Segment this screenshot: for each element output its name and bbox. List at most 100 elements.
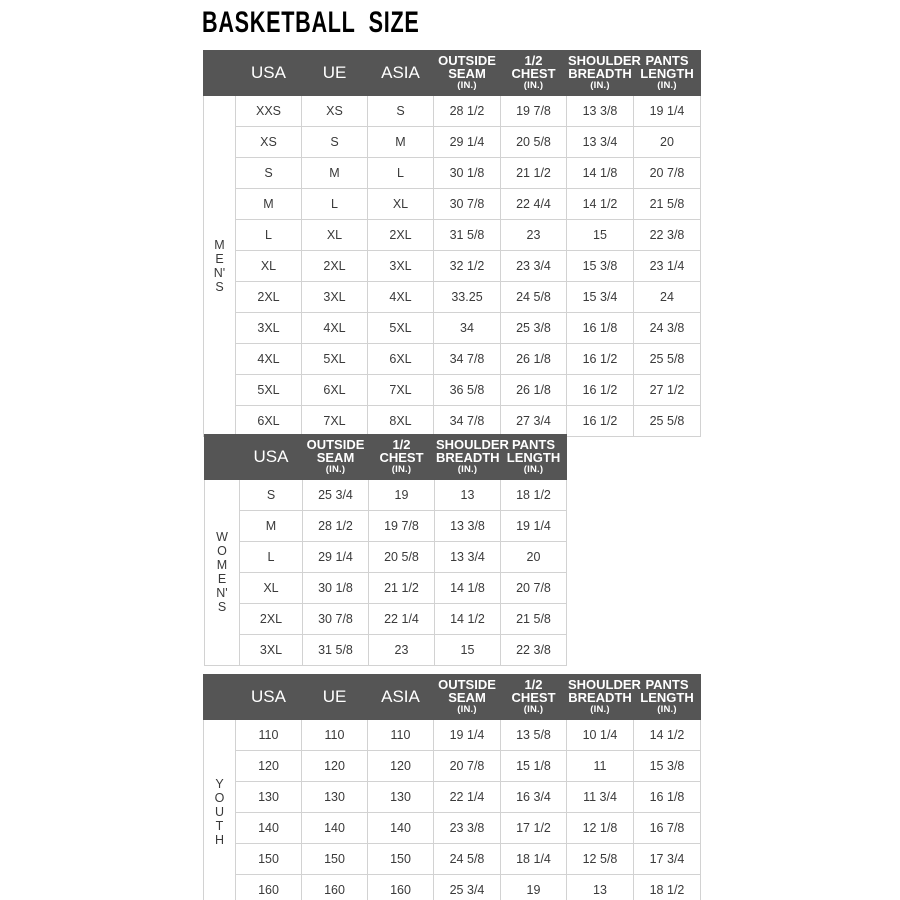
cell-mens-r1-c4: 20 5/8: [500, 125, 567, 158]
youth-col-header-unit-5: (IN.): [590, 704, 610, 715]
cell-youth-r3-c3: 23 3/8: [433, 811, 501, 844]
cell-youth-r1-c4: 15 1/8: [500, 749, 567, 782]
cell-youth-r1-c2: 120: [367, 749, 434, 782]
cell-youth-r0-c6: 14 1/2: [633, 718, 701, 751]
cell-womens-r1-c4: 19 1/4: [500, 509, 567, 542]
cell-womens-r4-c2: 22 1/4: [368, 602, 435, 635]
cell-mens-r6-c1: 3XL: [301, 280, 368, 313]
youth-size-table: USA UE ASIA OUTSIDE SEAM (IN.) 1/2 CHEST (IN.)…: [203, 674, 701, 900]
cell-womens-r0-c4: 18 1/2: [500, 478, 567, 511]
youth-col-header-2: ASIA: [367, 674, 434, 720]
mens-col-header-unit-4: (IN.): [523, 80, 544, 91]
cell-youth-r2-c0: 130: [235, 780, 302, 813]
cell-mens-r10-c1: 7XL: [301, 404, 368, 437]
cell-mens-r7-c1: 4XL: [301, 311, 368, 344]
cell-mens-r3-c3: 30 7/8: [433, 187, 501, 220]
header-row: USA OUTSIDE SEAM (IN.) 1/2 CHEST (IN.) SHOULD…: [204, 434, 567, 480]
mens-col-header-3: OUTSIDE SEAM (IN.): [433, 50, 501, 96]
table-row: 5XL 6XL 7XL 36 5/8 26 1/8 16 1/2 27 1/2: [204, 373, 701, 406]
womens-col-header-unit-3: (IN.): [457, 464, 478, 475]
youth-col-header-unit-4: (IN.): [523, 704, 544, 715]
cell-youth-r5-c2: 160: [367, 873, 434, 900]
cell-mens-r8-c6: 25 5/8: [633, 342, 701, 375]
cell-womens-r2-c1: 29 1/4: [302, 540, 369, 573]
mens-col-header-6: PANTS LENGTH (IN.): [633, 50, 701, 96]
cell-womens-r0-c0: S: [239, 478, 303, 511]
mens-col-header-unit-6: (IN.): [657, 80, 677, 91]
youth-col-header-1: UE: [301, 674, 368, 720]
table-row: L 29 1/4 20 5/8 13 3/4 20: [205, 540, 567, 573]
cell-youth-r3-c0: 140: [235, 811, 302, 844]
cell-youth-r5-c4: 19: [500, 873, 567, 900]
cell-womens-r4-c3: 14 1/2: [434, 602, 501, 635]
cell-mens-r2-c3: 30 1/8: [433, 156, 501, 189]
youth-col-header-unit-3: (IN.): [457, 704, 477, 715]
cell-mens-r4-c2: 2XL: [367, 218, 434, 251]
cell-mens-r7-c0: 3XL: [235, 311, 302, 344]
cell-youth-r4-c6: 17 3/4: [633, 842, 701, 875]
cell-mens-r3-c4: 22 4/4: [500, 187, 567, 220]
cell-youth-r3-c6: 16 7/8: [633, 811, 701, 844]
cell-youth-r4-c0: 150: [235, 842, 302, 875]
youth-header-corner: [203, 674, 236, 720]
cell-mens-r6-c2: 4XL: [367, 280, 434, 313]
table-row: S M L 30 1/8 21 1/2 14 1/8 20 7/8: [204, 156, 701, 189]
youth-col-header-0: USA: [235, 674, 302, 720]
cell-mens-r2-c5: 14 1/8: [566, 156, 634, 189]
cell-mens-r4-c3: 31 5/8: [433, 218, 501, 251]
youth-table-header: USA UE ASIA OUTSIDE SEAM (IN.) 1/2 CHEST (IN.)…: [203, 674, 701, 720]
cell-youth-r4-c3: 24 5/8: [433, 842, 501, 875]
cell-mens-r6-c5: 15 3/4: [566, 280, 634, 313]
cell-mens-r9-c6: 27 1/2: [633, 373, 701, 406]
cell-youth-r2-c4: 16 3/4: [500, 780, 567, 813]
cell-youth-r1-c0: 120: [235, 749, 302, 782]
cell-mens-r2-c4: 21 1/2: [500, 156, 567, 189]
cell-mens-r5-c2: 3XL: [367, 249, 434, 282]
cell-youth-r2-c3: 22 1/4: [433, 780, 501, 813]
cell-youth-r4-c2: 150: [367, 842, 434, 875]
cell-mens-r7-c4: 25 3/8: [500, 311, 567, 344]
mens-col-header-2: ASIA: [367, 50, 434, 96]
mens-table-header: USA UE ASIA OUTSIDE SEAM (IN.) 1/2 CHEST (IN.)…: [203, 50, 701, 96]
mens-col-header-1: UE: [301, 50, 368, 96]
cell-womens-r3-c4: 20 7/8: [500, 571, 567, 604]
cell-mens-r4-c6: 22 3/8: [633, 218, 701, 251]
cell-youth-r0-c4: 13 5/8: [500, 718, 567, 751]
cell-mens-r5-c5: 15 3/8: [566, 249, 634, 282]
cell-mens-r10-c6: 25 5/8: [633, 404, 701, 437]
table-row: XS S M 29 1/4 20 5/8 13 3/4 20: [204, 125, 701, 158]
cell-mens-r0-c4: 19 7/8: [500, 94, 567, 127]
youth-col-header-5: SHOULDER BREADTH (IN.): [566, 674, 641, 720]
cell-mens-r4-c4: 23: [500, 218, 567, 251]
cell-mens-r7-c5: 16 1/8: [566, 311, 634, 344]
table-row: 3XL 4XL 5XL 34 25 3/8 16 1/8 24 3/8: [204, 311, 701, 344]
table-row: Y O U T H 110 110 110 19 1/4 13 5/8 10 1/4 14 1/2: [203, 718, 701, 900]
cell-mens-r2-c0: S: [235, 156, 302, 189]
cell-womens-r1-c2: 19 7/8: [368, 509, 435, 542]
womens-col-header-unit-2: (IN.): [391, 464, 412, 475]
cell-mens-r4-c5: 15: [566, 218, 634, 251]
womens-header-corner: [204, 434, 240, 480]
table-row: XL 30 1/8 21 1/2 14 1/8 20 7/8: [205, 571, 567, 604]
youth-col-header-unit-6: (IN.): [657, 704, 677, 715]
table-row: M E N' S XXS XS S 28 1/2 19 7/8 13 3/8 19 1/4: [203, 94, 701, 437]
cell-mens-r1-c2: M: [367, 125, 434, 158]
cell-mens-r3-c5: 14 1/2: [566, 187, 634, 220]
cell-youth-r2-c5: 11 3/4: [566, 780, 634, 813]
cell-mens-r10-c4: 27 3/4: [500, 404, 567, 437]
cell-womens-r5-c2: 23: [368, 633, 435, 666]
cell-mens-r1-c0: XS: [235, 125, 302, 158]
mens-col-header-4: 1/2 CHEST (IN.): [500, 50, 567, 96]
cell-womens-r5-c1: 31 5/8: [302, 633, 369, 666]
header-row: USA UE ASIA OUTSIDE SEAM (IN.) 1/2 CHEST (IN.)…: [203, 674, 701, 720]
cell-mens-r9-c2: 7XL: [367, 373, 434, 406]
table-row: 4XL 5XL 6XL 34 7/8 26 1/8 16 1/2 25 5/8: [204, 342, 701, 375]
womens-col-header-2: 1/2 CHEST (IN.): [368, 434, 435, 480]
cell-mens-r1-c1: S: [301, 125, 368, 158]
cell-youth-r4-c4: 18 1/4: [500, 842, 567, 875]
cell-mens-r9-c3: 36 5/8: [433, 373, 501, 406]
cell-youth-r3-c5: 12 1/8: [566, 811, 634, 844]
cell-mens-r0-c2: S: [367, 94, 434, 127]
cell-womens-r4-c0: 2XL: [239, 602, 303, 635]
